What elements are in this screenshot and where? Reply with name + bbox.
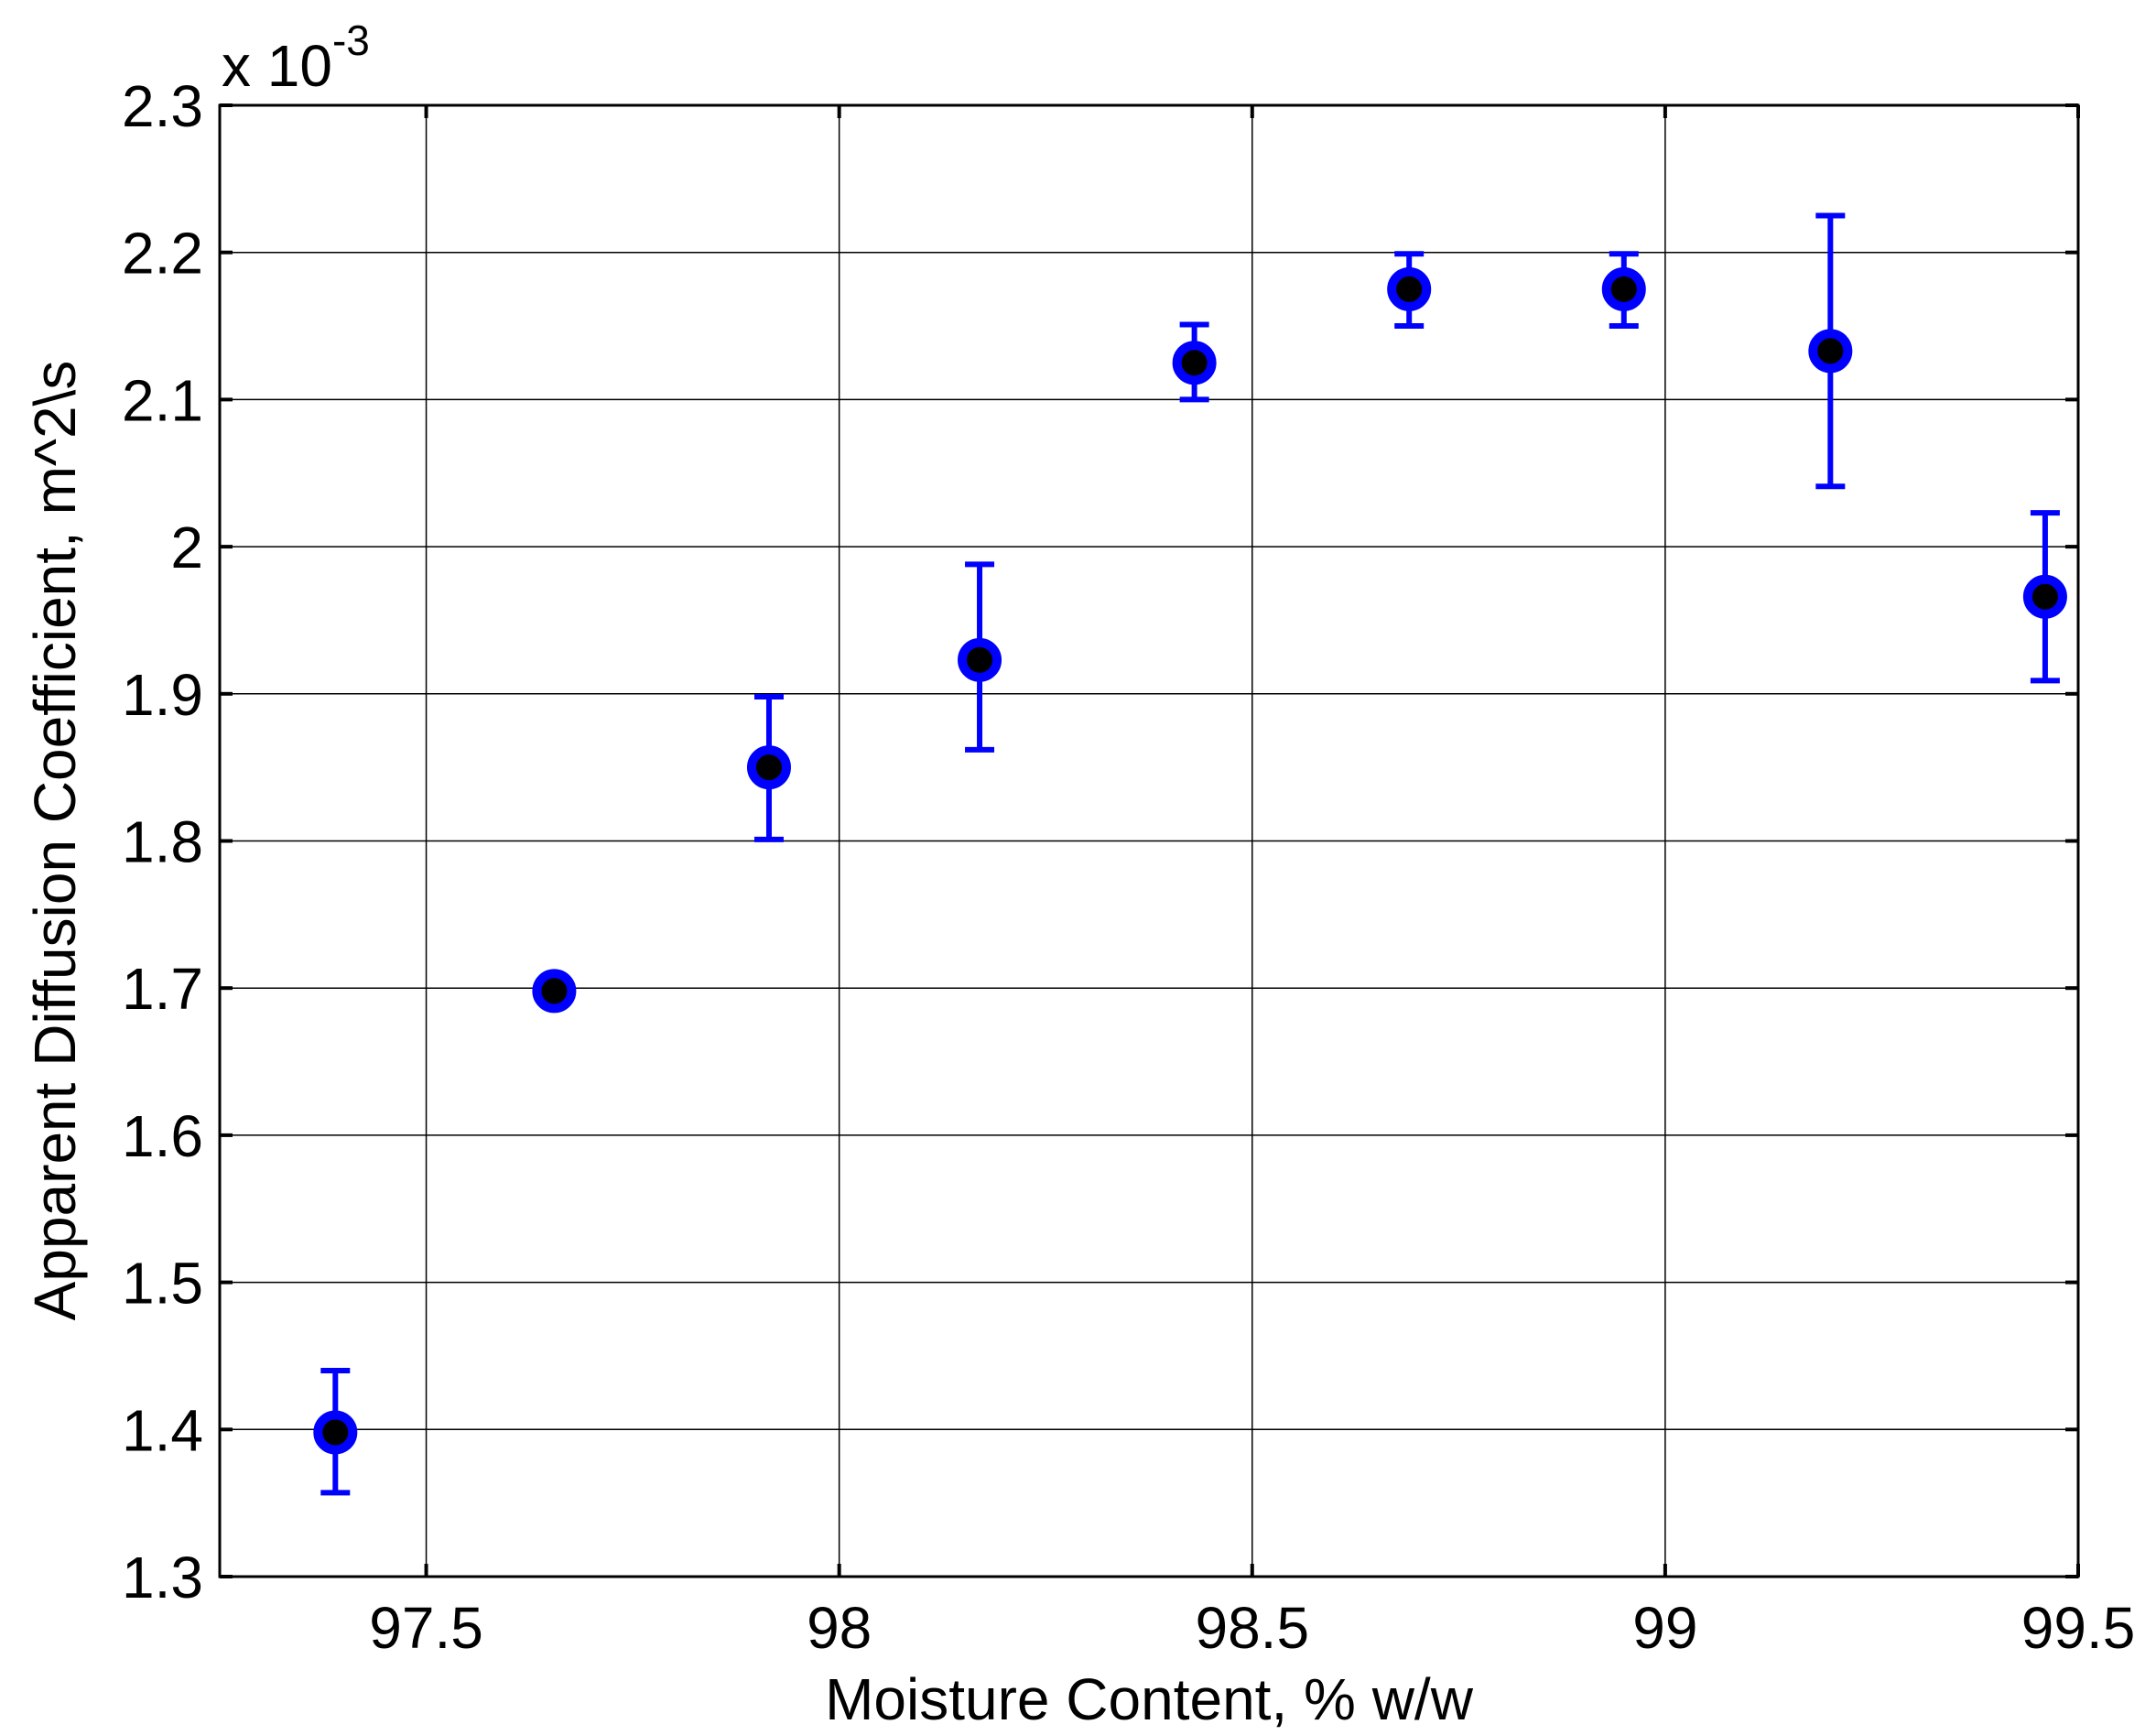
y-tick-label: 1.3 bbox=[122, 1545, 203, 1610]
y-tick-label: 1.7 bbox=[122, 956, 203, 1022]
y-tick-labels: 1.3 1.4 1.5 1.6 1.7 1.8 1.9 2 2.1 2.2 2.3 bbox=[122, 73, 203, 1610]
x-tick-label: 97.5 bbox=[369, 1595, 483, 1661]
data-point bbox=[532, 969, 577, 1014]
x-tick-label: 99 bbox=[1632, 1595, 1697, 1661]
data-point bbox=[313, 1410, 358, 1455]
x-tick-label: 99.5 bbox=[2021, 1595, 2136, 1661]
grid-lines bbox=[220, 105, 2078, 1577]
y-tick-label: 1.4 bbox=[122, 1397, 203, 1463]
y-multiplier-exponent: -3 bbox=[332, 16, 370, 64]
data-point bbox=[958, 637, 1002, 682]
y-tick-label: 1.8 bbox=[122, 809, 203, 875]
y-tick-label: 1.9 bbox=[122, 662, 203, 728]
x-tick-label: 98.5 bbox=[1195, 1595, 1309, 1661]
x-tick-labels: 97.5 98 98.5 99 99.5 bbox=[369, 1595, 2135, 1661]
y-multiplier-label: x 10-3 bbox=[222, 16, 370, 99]
data-point bbox=[1172, 341, 1217, 385]
data-point bbox=[1601, 266, 1646, 311]
data-point bbox=[2022, 574, 2067, 619]
data-point bbox=[1808, 329, 1853, 374]
y-tick-label: 2 bbox=[170, 515, 203, 580]
y-multiplier-base: x 10 bbox=[222, 33, 332, 99]
axes-box bbox=[218, 103, 2080, 1578]
y-tick-label: 1.5 bbox=[122, 1251, 203, 1317]
x-tick-label: 98 bbox=[807, 1595, 872, 1661]
data-point bbox=[746, 745, 791, 790]
y-axis-label: Apparent Diffusion Coefficient, m^2\s bbox=[22, 361, 88, 1321]
data-points bbox=[313, 266, 2067, 1455]
y-tick-label: 2.3 bbox=[122, 73, 203, 139]
x-axis-label: Moisture Content, % w/w bbox=[825, 1666, 1474, 1732]
data-point bbox=[1387, 266, 1432, 311]
y-tick-label: 1.6 bbox=[122, 1103, 203, 1169]
y-tick-label: 2.2 bbox=[122, 221, 203, 287]
y-tick-label: 2.1 bbox=[122, 367, 203, 433]
